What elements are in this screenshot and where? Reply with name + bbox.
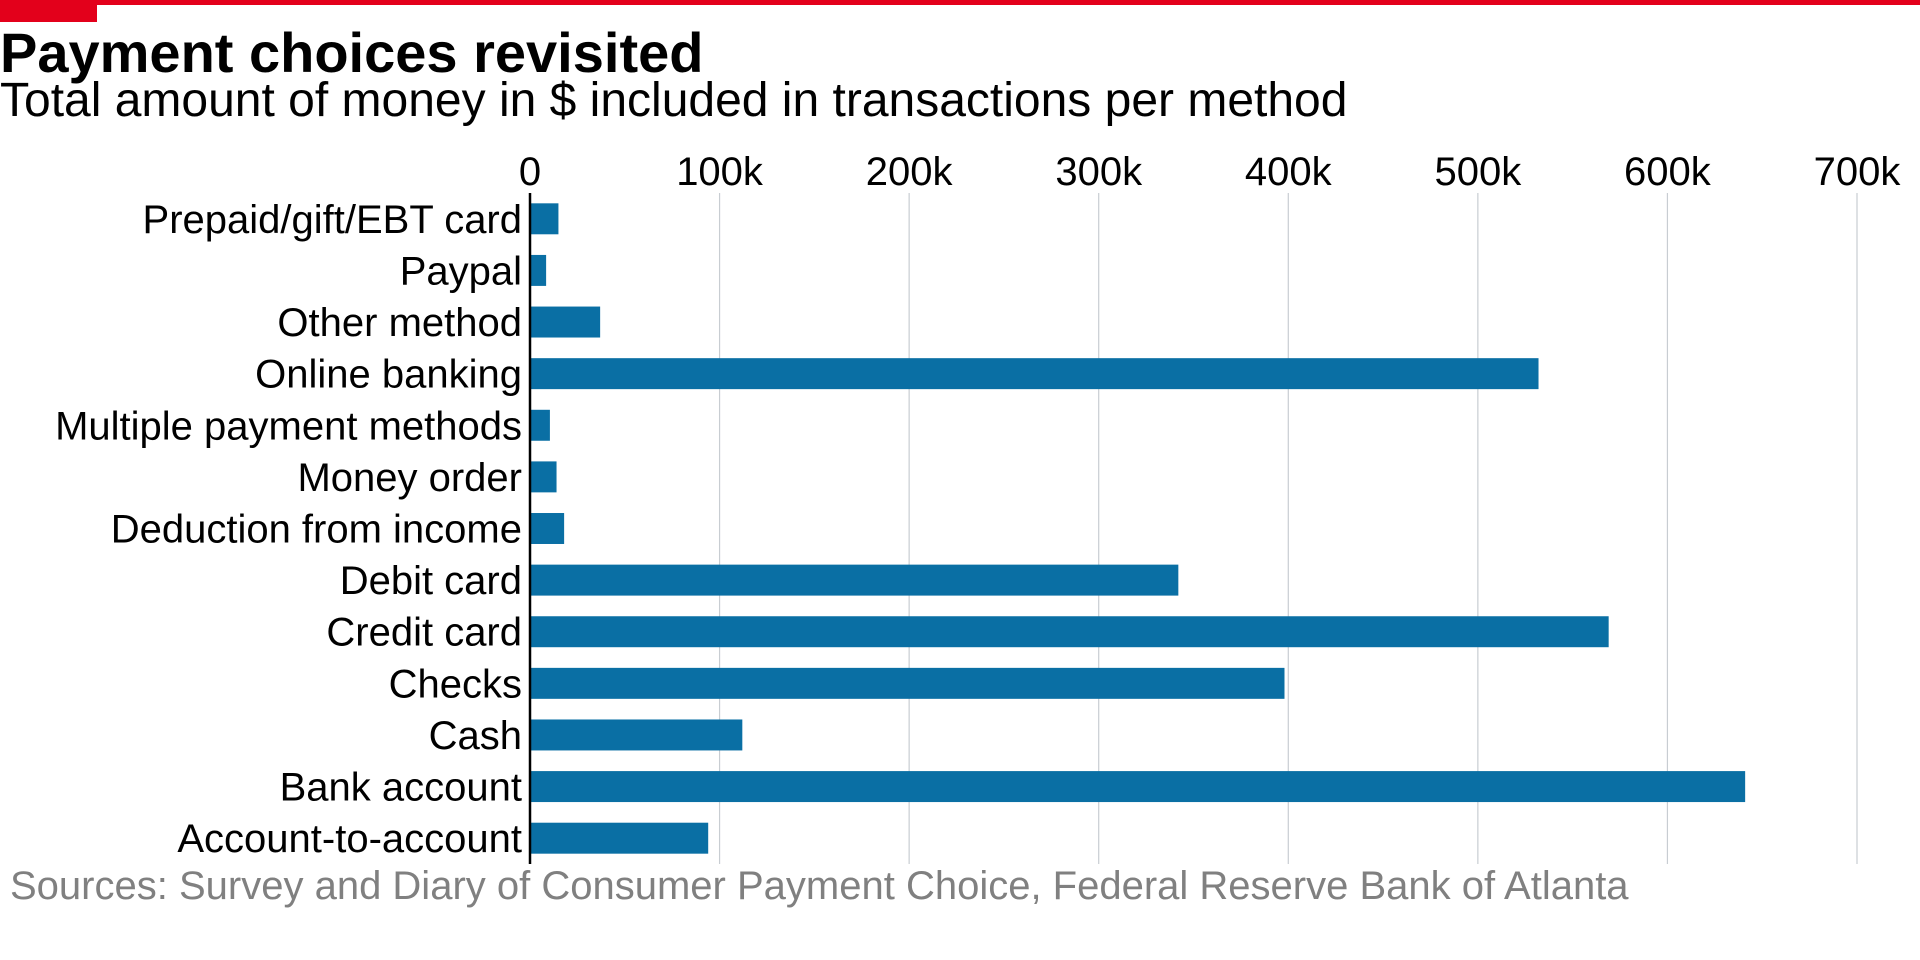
- bar: [530, 461, 557, 493]
- category-label: Credit card: [326, 611, 522, 655]
- category-label: Checks: [389, 662, 522, 706]
- top-accent-rule: [0, 0, 1920, 5]
- x-tick-label: 500k: [1434, 150, 1522, 194]
- bar: [530, 822, 709, 854]
- bars: [530, 203, 1746, 854]
- bar: [530, 409, 550, 441]
- category-label: Cash: [429, 714, 522, 758]
- category-label: Money order: [297, 456, 522, 500]
- bar: [530, 564, 1179, 596]
- category-label: Online banking: [255, 353, 522, 397]
- category-label: Multiple payment methods: [55, 404, 522, 448]
- bar: [530, 203, 559, 235]
- category-label: Other method: [277, 301, 522, 345]
- category-label: Paypal: [400, 249, 522, 293]
- bar: [530, 771, 1746, 803]
- source-note: Sources: Survey and Diary of Consumer Pa…: [10, 864, 1629, 908]
- bar: [530, 306, 601, 338]
- x-tick-label: 200k: [866, 150, 954, 194]
- x-axis-ticks: 0 100k 200k 300k 400k 500k 600k 700k: [519, 150, 1901, 194]
- top-accent-tab: [0, 0, 97, 22]
- bar: [530, 616, 1609, 648]
- gridlines: [718, 193, 1858, 864]
- category-label: Deduction from income: [111, 508, 522, 552]
- bar: [530, 254, 547, 286]
- chart-title: Payment choices revisited: [0, 21, 704, 84]
- bar: [530, 667, 1285, 699]
- category-label: Bank account: [280, 766, 522, 810]
- x-tick-label: 100k: [676, 150, 764, 194]
- bar: [530, 513, 565, 544]
- x-tick-label: 700k: [1814, 150, 1902, 194]
- bar: [530, 719, 743, 751]
- bar: [530, 358, 1539, 390]
- category-label: Debit card: [340, 559, 522, 603]
- x-tick-label: 0: [519, 150, 541, 194]
- category-labels: Prepaid/gift/EBT card Paypal Other method O…: [55, 198, 522, 861]
- chart-subtitle: Total amount of money in $ included in t…: [0, 74, 1348, 127]
- x-tick-label: 600k: [1624, 150, 1712, 194]
- category-label: Account-to-account: [177, 817, 522, 861]
- x-tick-label: 400k: [1245, 150, 1333, 194]
- x-tick-label: 300k: [1055, 150, 1143, 194]
- category-label: Prepaid/gift/EBT card: [143, 198, 522, 242]
